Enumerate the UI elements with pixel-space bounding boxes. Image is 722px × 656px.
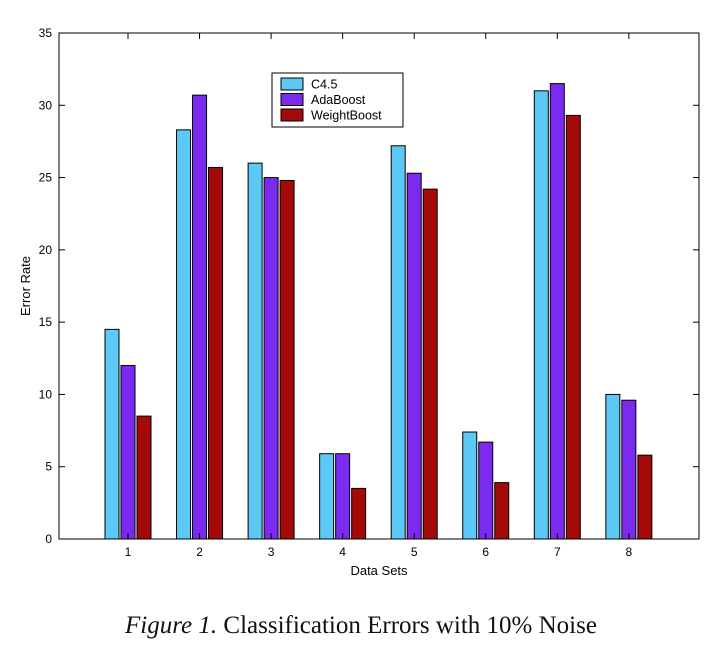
bar-adaboost-3 (263, 177, 279, 540)
bar-adaboost-5 (406, 172, 422, 540)
bar-weightboost-6 (494, 482, 510, 540)
x-tick-label: 1 (125, 545, 132, 559)
axes-group: 0 5 10 15 20 25 30 35 1 2 3 4 5 6 7 8 (39, 26, 699, 559)
bar-weightboost-8 (637, 454, 653, 540)
bar-weightboost-3 (279, 179, 295, 540)
plot-frame (58, 32, 700, 540)
x-tick-label: 8 (626, 545, 633, 559)
legend-label: C4.5 (311, 78, 337, 92)
bar-weightboost-7 (565, 114, 581, 540)
x-tick-label: 2 (196, 545, 203, 559)
bar-weightboost-5 (422, 188, 438, 540)
legend-label: AdaBoost (311, 93, 366, 107)
y-tick-label: 20 (39, 243, 53, 257)
y-tick-label: 10 (39, 387, 53, 401)
x-tick-label: 7 (554, 545, 561, 559)
x-tick-label: 4 (339, 545, 346, 559)
bar-c4-5-6 (462, 431, 478, 540)
bar-adaboost-6 (478, 441, 494, 540)
bar-chart: 0 5 10 15 20 25 30 35 1 2 3 4 5 6 7 8 Data Sets Error R… (18, 26, 700, 578)
figure-label: Figure 1. (125, 612, 218, 639)
bar-c4-5-2 (176, 129, 192, 540)
x-tick-label: 6 (482, 545, 489, 559)
bar-c4-5-7 (533, 90, 549, 540)
bar-c4-5-4 (319, 453, 335, 540)
bar-weightboost-4 (351, 487, 367, 540)
bar-weightboost-1 (136, 415, 152, 540)
y-tick-label: 30 (39, 98, 53, 112)
y-axis-label: Error Rate (18, 256, 33, 316)
bar-adaboost-1 (120, 365, 136, 540)
x-tick-label: 5 (411, 545, 418, 559)
bar-c4-5-3 (247, 162, 263, 540)
figure-caption-text: Classification Errors with 10% Noise (223, 612, 597, 639)
legend-swatch-adaboost (280, 93, 304, 106)
x-axis-label: Data Sets (350, 563, 408, 578)
bar-weightboost-2 (208, 166, 224, 540)
x-tick-label: 3 (268, 545, 275, 559)
y-tick-label: 5 (45, 460, 52, 474)
legend-swatch-weightboost (280, 108, 304, 122)
figure-caption: Figure 1. Classification Errors with 10%… (0, 612, 722, 640)
bar-adaboost-4 (335, 453, 351, 540)
bar-c4-5-8 (605, 393, 621, 540)
bar-c4-5-5 (390, 145, 406, 540)
y-tick-label: 0 (45, 532, 52, 546)
y-tick-label: 15 (39, 315, 53, 329)
y-tick-label: 35 (39, 26, 53, 40)
bar-c4-5-1 (104, 328, 120, 540)
y-tick-label: 25 (39, 171, 53, 185)
bars-group (104, 83, 653, 540)
bar-adaboost-8 (621, 399, 637, 540)
bar-adaboost-7 (549, 83, 565, 540)
legend-swatch-c4-5 (280, 77, 304, 91)
bar-adaboost-2 (192, 94, 208, 540)
legend-label: WeightBoost (311, 109, 382, 123)
